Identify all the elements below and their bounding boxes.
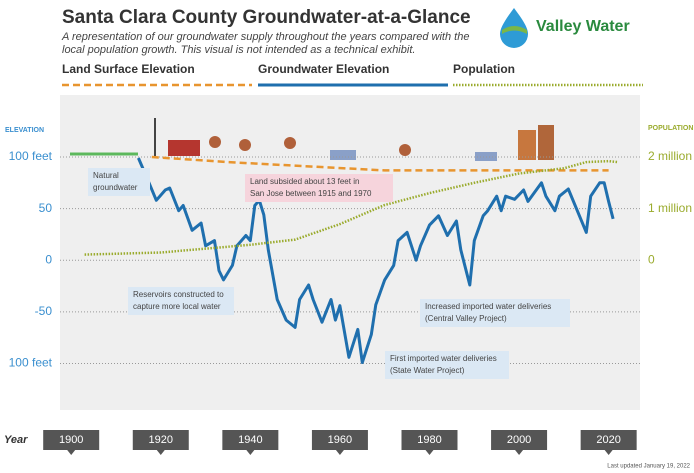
x-axis-title: Year xyxy=(4,434,28,446)
legend-label: Land Surface Elevation xyxy=(62,62,195,76)
title: Santa Clara County Groundwater-at-a-Glan… xyxy=(62,7,471,28)
annotation-text: First imported water deliveries xyxy=(390,354,497,363)
annotation-text: Land subsided about 13 feet in xyxy=(250,177,359,186)
tree xyxy=(399,144,411,156)
annotation-text: groundwater xyxy=(93,183,138,192)
y2-axis-title: POPULATION xyxy=(648,125,693,132)
series-line xyxy=(137,157,615,364)
annotation-box xyxy=(128,287,234,315)
annotation-text: Natural xyxy=(93,171,119,180)
legend-label: Population xyxy=(453,62,515,76)
logo: Valley Water xyxy=(500,8,630,48)
footer: Last updated January 19, 2022 xyxy=(607,464,690,470)
house xyxy=(330,150,356,160)
y-tick-label: 100 feet xyxy=(9,149,53,163)
logo-leaf xyxy=(502,26,527,34)
y2-tick-label: 2 million xyxy=(648,149,692,163)
tree xyxy=(209,136,221,148)
series-line xyxy=(84,159,618,256)
y-tick-label: 50 xyxy=(39,201,53,215)
x-tick-label: 1960 xyxy=(328,434,352,446)
x-tick-box xyxy=(43,430,100,455)
y2-tick-label: 0 xyxy=(648,252,655,266)
tree xyxy=(284,137,296,149)
annotation-box xyxy=(385,351,509,379)
annotation-text: Reservoirs constructed to xyxy=(133,290,224,299)
tree xyxy=(239,139,251,151)
x-tick-box xyxy=(401,430,458,455)
y-tick-label: 100 feet xyxy=(9,356,53,370)
annotation-text: (State Water Project) xyxy=(390,366,465,375)
x-tick-label: 2020 xyxy=(596,434,620,446)
annotation-text: (Central Valley Project) xyxy=(425,314,507,323)
building xyxy=(538,125,554,160)
annotation-text: San Jose between 1915 and 1970 xyxy=(250,189,372,198)
annotation-box xyxy=(245,174,393,202)
subtitle: A representation of our groundwater supp… xyxy=(61,31,469,43)
y2-tick-label: 1 million xyxy=(648,201,692,215)
x-tick-box xyxy=(311,430,368,455)
barn xyxy=(168,140,200,156)
annotation-box xyxy=(88,168,150,196)
y-axis-title: ELEVATION xyxy=(5,127,44,134)
x-tick-label: 1920 xyxy=(149,434,173,446)
legend-label: Groundwater Elevation xyxy=(258,62,389,76)
series-line xyxy=(151,155,609,172)
x-tick-label: 2000 xyxy=(507,434,531,446)
subtitle: local population growth. This visual is … xyxy=(62,44,415,56)
x-tick-box xyxy=(491,430,548,455)
x-tick-box xyxy=(132,430,189,455)
x-tick-box xyxy=(580,430,637,455)
annotation-text: Increased imported water deliveries xyxy=(425,302,551,311)
y-tick-label: 0 xyxy=(45,252,52,266)
x-tick-label: 1980 xyxy=(417,434,441,446)
y-tick-label: -50 xyxy=(35,304,53,318)
x-tick-label: 1940 xyxy=(238,434,262,446)
annotation-box xyxy=(420,299,570,327)
x-tick-label: 1900 xyxy=(59,434,83,446)
building xyxy=(518,130,536,160)
logo-text: Valley Water xyxy=(536,18,630,35)
x-tick-box xyxy=(222,430,279,455)
annotation-text: capture more local water xyxy=(133,302,221,311)
